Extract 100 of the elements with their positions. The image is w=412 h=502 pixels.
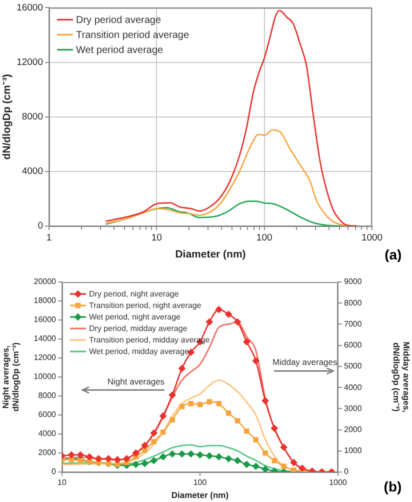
y2-tick-label: 5000 (344, 362, 362, 371)
legend-label: Transition period average (76, 30, 190, 41)
y2-tick-label: 6000 (344, 340, 362, 350)
point (141, 460, 148, 467)
point (206, 318, 213, 326)
y-tick-label: 12000 (16, 56, 43, 68)
y2-tick-label: 8000 (344, 298, 362, 308)
point (178, 364, 186, 372)
x-tick-label: 10 (58, 478, 67, 488)
point (215, 306, 222, 314)
point (196, 451, 204, 458)
y-tick-label: 10000 (34, 372, 57, 382)
y-tick-label: 4000 (38, 429, 57, 438)
point (252, 462, 260, 470)
x-tick-label: 1 (46, 232, 52, 244)
y2-tick-label: 2000 (344, 424, 362, 434)
x-tick-label: 1000 (361, 232, 383, 244)
point (272, 458, 278, 464)
legend-label: Dry period, night average (89, 290, 180, 299)
point (280, 444, 288, 451)
y-tick-label: 12000 (34, 353, 57, 362)
point (132, 450, 140, 456)
point (168, 450, 176, 458)
y-tick-label: 20000 (34, 277, 57, 286)
point (298, 464, 306, 472)
point (132, 460, 140, 468)
point (104, 455, 112, 462)
point (160, 412, 167, 420)
point (225, 310, 232, 318)
x-axis-title: Diameter (nm) (171, 490, 229, 500)
x-tick-label: 10 (151, 232, 162, 244)
legend-label: Dry period, midday average (89, 324, 188, 334)
text: (a) (384, 246, 402, 262)
y2-tick-label: 1000 (344, 446, 362, 456)
y2-tick-label: 9000 (344, 277, 362, 286)
y-tick-label: 16000 (34, 315, 57, 324)
y-tick-label: 4000 (22, 166, 43, 178)
y-tick-label: 8000 (22, 111, 43, 122)
y-tick-label: 16000 (16, 2, 43, 14)
point (243, 460, 250, 468)
point (170, 417, 175, 422)
point (123, 455, 130, 462)
y-tick-label: 0 (52, 467, 57, 476)
point (151, 438, 156, 444)
x-tick-label: 100 (193, 478, 208, 488)
point (178, 450, 186, 458)
point (215, 453, 222, 460)
y-tick-label: 6000 (38, 410, 57, 420)
annotation: Midday averages (272, 357, 338, 368)
point (244, 428, 250, 434)
y2-axis-title: Midday averages, dN/dlogDp (cm⁻³) (391, 342, 412, 412)
point (252, 357, 260, 364)
point (95, 455, 102, 462)
point (76, 451, 84, 458)
x-tick-label: 100 (256, 232, 272, 244)
point (168, 392, 176, 399)
y-tick-label: 0 (38, 220, 43, 232)
y-tick-label: 2000 (38, 448, 57, 458)
point (68, 451, 75, 458)
point (262, 450, 268, 456)
point (253, 437, 258, 442)
point (187, 450, 194, 458)
y-tick-label: 8000 (38, 391, 57, 400)
annotation: Night averages (107, 376, 165, 386)
legend-label: Wet period, night average (89, 312, 182, 322)
point (290, 459, 298, 466)
y2-tick-label: 7000 (344, 319, 362, 328)
point (216, 400, 222, 406)
y-tick-label: 18000 (34, 296, 57, 306)
point (188, 400, 194, 406)
point (225, 455, 232, 462)
point (226, 410, 232, 416)
point (150, 457, 158, 464)
y-tick-label: 14000 (34, 334, 57, 344)
x-tick-label: 1000 (329, 478, 348, 488)
point (197, 402, 203, 408)
point (141, 442, 148, 449)
x-axis-title: Diameter (nm) (175, 248, 246, 261)
point (234, 318, 242, 326)
point (281, 464, 286, 469)
point (270, 424, 278, 432)
y2-tick-label: 3000 (344, 404, 362, 413)
point (206, 399, 212, 404)
point (262, 466, 269, 472)
point (86, 453, 93, 460)
y2-tick-label: 4000 (344, 382, 362, 392)
point (142, 448, 148, 453)
y-axis-title: Night averages, dN/dlogDp (cm⁻³) (0, 342, 21, 412)
point (160, 429, 166, 435)
y2-tick-label: 0 (344, 467, 349, 476)
point (150, 430, 158, 437)
point (234, 457, 242, 464)
point (206, 452, 213, 460)
point (243, 338, 250, 346)
point (262, 397, 269, 404)
legend-label: Wet period average (76, 44, 164, 56)
legend-label: Dry period average (76, 14, 162, 26)
legend-label: Wet period, midday average (89, 347, 190, 356)
point (234, 418, 240, 424)
text: (b) (384, 478, 402, 494)
